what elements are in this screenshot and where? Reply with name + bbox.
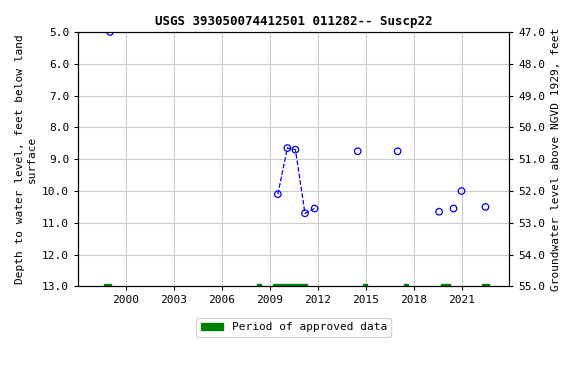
- Bar: [104, 284, 111, 289]
- Bar: [441, 284, 450, 289]
- Point: [481, 204, 490, 210]
- Y-axis label: Depth to water level, feet below land
surface: Depth to water level, feet below land su…: [15, 34, 37, 284]
- Point: [105, 29, 115, 35]
- Point: [457, 188, 466, 194]
- Point: [353, 148, 362, 154]
- Bar: [482, 284, 490, 289]
- Point: [434, 209, 444, 215]
- Bar: [363, 284, 367, 289]
- Bar: [257, 284, 261, 289]
- Point: [310, 205, 319, 212]
- Bar: [273, 284, 306, 289]
- Legend: Period of approved data: Period of approved data: [196, 318, 392, 337]
- Point: [449, 205, 458, 212]
- Point: [300, 210, 309, 216]
- Point: [283, 145, 292, 151]
- Point: [291, 147, 300, 153]
- Title: USGS 393050074412501 011282-- Suscp22: USGS 393050074412501 011282-- Suscp22: [155, 15, 433, 28]
- Bar: [404, 284, 408, 289]
- Y-axis label: Groundwater level above NGVD 1929, feet: Groundwater level above NGVD 1929, feet: [551, 28, 561, 291]
- Point: [249, 290, 259, 296]
- Point: [273, 191, 282, 197]
- Point: [393, 148, 402, 154]
